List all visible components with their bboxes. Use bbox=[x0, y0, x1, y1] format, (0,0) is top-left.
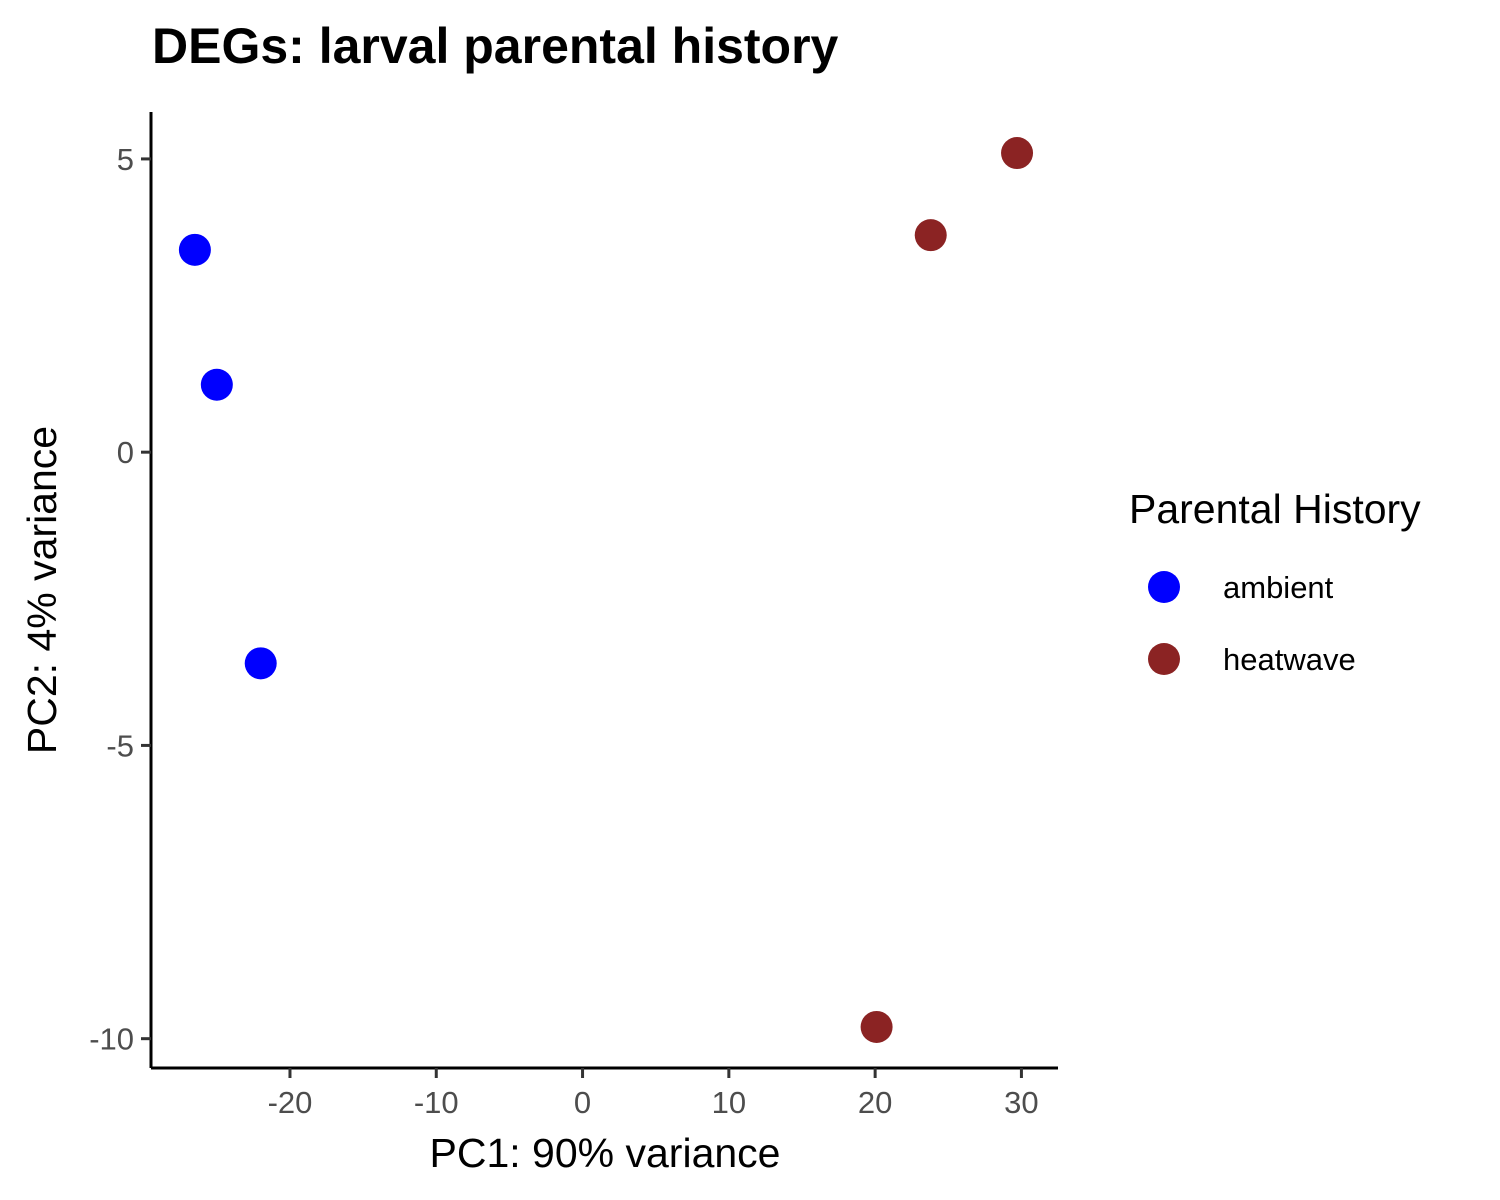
data-points bbox=[178, 137, 1034, 1043]
y-axis-title: PC2: 4% variance bbox=[19, 426, 65, 754]
data-point-ambient bbox=[244, 647, 277, 680]
data-point-heatwave bbox=[1001, 137, 1034, 170]
y-axis-ticks: 5 0 -5 -10 bbox=[89, 142, 151, 1057]
x-tick-label: -10 bbox=[414, 1085, 459, 1120]
data-point-ambient bbox=[200, 368, 233, 401]
legend-label-ambient: ambient bbox=[1223, 570, 1334, 605]
data-point-ambient bbox=[178, 233, 211, 266]
x-tick-label: 0 bbox=[574, 1085, 591, 1120]
x-tick-label: 10 bbox=[712, 1085, 746, 1120]
data-point-heatwave bbox=[914, 219, 947, 252]
y-tick-label: -5 bbox=[106, 728, 134, 763]
legend: Parental History ambient heatwave bbox=[1129, 486, 1421, 677]
y-tick-label: 0 bbox=[117, 435, 134, 470]
x-tick-label: -20 bbox=[268, 1085, 313, 1120]
legend-key-heatwave bbox=[1148, 643, 1180, 675]
data-point-heatwave bbox=[860, 1010, 893, 1043]
y-tick-label: -10 bbox=[89, 1022, 134, 1057]
x-axis-ticks: -20 -10 0 10 20 30 bbox=[268, 1068, 1039, 1120]
legend-items: ambient heatwave bbox=[1148, 570, 1356, 677]
x-tick-label: 30 bbox=[1004, 1085, 1038, 1120]
legend-title: Parental History bbox=[1129, 486, 1421, 532]
y-tick-label: 5 bbox=[117, 142, 134, 177]
x-axis-title: PC1: 90% variance bbox=[430, 1130, 781, 1176]
plot-area: -20 -10 0 10 20 30 5 0 -5 -10 bbox=[89, 112, 1058, 1120]
legend-label-heatwave: heatwave bbox=[1223, 642, 1356, 677]
chart-title: DEGs: larval parental history bbox=[152, 18, 839, 74]
x-tick-label: 20 bbox=[858, 1085, 892, 1120]
legend-key-ambient bbox=[1148, 571, 1180, 603]
